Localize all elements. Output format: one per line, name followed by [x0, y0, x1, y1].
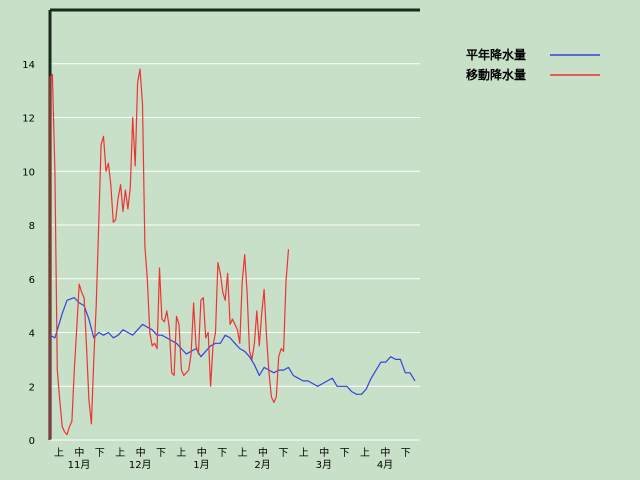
- x-period-label: 上: [238, 447, 248, 459]
- y-tick-label: 6: [29, 275, 35, 286]
- grid-lines: [50, 63, 420, 387]
- x-period-label: 上: [299, 447, 309, 459]
- x-period-label: 下: [217, 448, 227, 459]
- x-month-label: 11月: [68, 459, 91, 471]
- series-line-1: [49, 297, 416, 440]
- x-period-label: 下: [401, 448, 411, 459]
- x-period-label: 中: [380, 446, 390, 459]
- x-period-label: 上: [54, 447, 64, 459]
- x-month-label: 12月: [129, 459, 152, 471]
- y-tick-label: 4: [29, 329, 35, 340]
- x-period-label: 上: [176, 447, 186, 459]
- y-tick-label: 10: [22, 167, 35, 178]
- x-period-label: 下: [340, 448, 350, 459]
- series-lines: [49, 68, 416, 440]
- y-tick-label: 2: [29, 382, 35, 393]
- x-period-label: 中: [197, 446, 207, 459]
- x-period-label: 上: [360, 447, 370, 459]
- x-period-label: 下: [278, 448, 288, 459]
- y-tick-labels: 0 2 4 6 8 10 12 14: [22, 60, 35, 447]
- x-period-label: 中: [258, 446, 268, 459]
- x-month-label: 1月: [193, 459, 209, 471]
- legend-label-1: 平年降水量: [466, 47, 526, 62]
- series-line-2: [49, 68, 290, 440]
- x-period-label: 下: [156, 448, 166, 459]
- y-tick-label: 14: [22, 60, 35, 71]
- x-month-label: 4月: [377, 459, 393, 471]
- x-month-label: 2月: [254, 459, 270, 471]
- x-period-label: 中: [319, 446, 329, 459]
- y-tick-label: 12: [22, 114, 35, 125]
- x-period-label: 中: [74, 446, 84, 459]
- y-tick-label: 8: [29, 221, 35, 232]
- y-tick-label: 0: [29, 436, 35, 447]
- x-month-label: 3月: [316, 459, 332, 471]
- x-period-label: 中: [136, 446, 146, 459]
- legend-label-2: 移動降水量: [466, 67, 526, 82]
- x-tick-labels: 上中下上中下上中下上中下上中下上中下11月 12月 1月 2月 3月 4月: [54, 446, 411, 471]
- x-period-label: 下: [95, 448, 105, 459]
- x-period-label: 上: [115, 447, 125, 459]
